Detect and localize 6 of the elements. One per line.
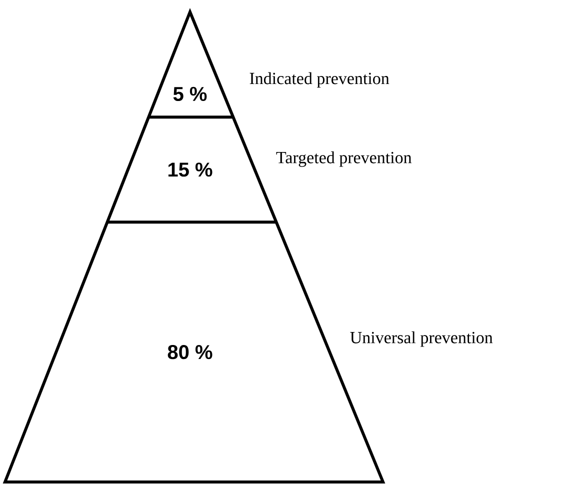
data-label: 5 % <box>173 86 207 102</box>
category-label: Indicated prevention <box>250 72 390 88</box>
data-label: 15 % <box>168 162 212 177</box>
data-label: 80 % <box>168 345 212 360</box>
category-label: Targeted prevention <box>276 151 412 167</box>
category-label: Universal prevention <box>350 331 493 347</box>
